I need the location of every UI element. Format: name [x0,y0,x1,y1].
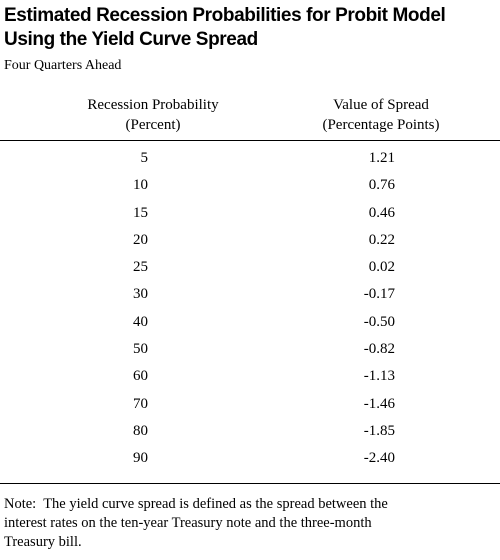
column-header-spread: Value of Spread (Percentage Points) [276,95,486,135]
table-body: 5 1.21 10 0.76 15 0.46 20 0.22 25 0.02 3… [0,148,500,476]
column-header-probability: Recession Probability (Percent) [48,95,258,135]
probability-cell: 60 [133,368,148,385]
table-row: 5 1.21 [0,148,500,175]
table-row: 10 0.76 [0,175,500,202]
footer-divider [0,483,500,484]
probability-cell: 20 [133,231,148,248]
spread-cell: 0.76 [368,177,395,194]
spread-cell: -1.85 [363,422,395,439]
spread-cell: 0.46 [368,204,395,221]
title-line-1: Estimated Recession Probabilities for Pr… [4,5,446,26]
table-row: 30 -0.17 [0,284,500,311]
table-row: 90 -2.40 [0,448,500,475]
note-line-2: interest rates on the ten-year Treasury … [4,515,372,531]
probability-cell: 30 [133,286,148,303]
spread-cell: 0.02 [368,259,395,276]
probability-cell: 10 [133,177,148,194]
table-row: 40 -0.50 [0,312,500,339]
table-row: 20 0.22 [0,230,500,257]
spread-cell: 0.22 [368,231,395,248]
probability-cell: 50 [133,341,148,358]
table-title: Estimated Recession Probabilities for Pr… [4,4,498,52]
probability-cell: 25 [133,259,148,276]
probability-cell: 90 [133,450,148,467]
header-divider [0,140,500,141]
column-header-probability-line-1: Recession Probability [87,97,219,113]
note-line-3: Treasury bill. [4,534,82,550]
probability-cell: 80 [133,422,148,439]
spread-cell: -2.40 [363,450,395,467]
column-header-spread-line-2: (Percentage Points) [322,117,440,133]
table-row: 50 -0.82 [0,339,500,366]
note-line-1: Note: The yield curve spread is defined … [4,496,388,512]
table-row: 15 0.46 [0,203,500,230]
spread-cell: -0.17 [363,286,395,303]
table-note: Note: The yield curve spread is defined … [4,495,496,552]
table-row: 25 0.02 [0,257,500,284]
table-row: 80 -1.85 [0,421,500,448]
probability-cell: 15 [133,204,148,221]
table-row: 60 -1.13 [0,366,500,393]
probability-cell: 40 [133,313,148,330]
probability-cell: 5 [140,150,149,166]
spread-cell: -1.46 [363,395,395,412]
probability-cell: 70 [133,395,148,412]
column-header-spread-line-1: Value of Spread [333,97,429,113]
title-line-2: Using the Yield Curve Spread [4,29,258,50]
table-row: 70 -1.46 [0,394,500,421]
column-header-probability-line-2: (Percent) [125,117,181,133]
spread-cell: -1.13 [363,368,395,385]
spread-cell: 1.21 [368,150,395,166]
spread-cell: -0.50 [363,313,395,330]
table-subtitle: Four Quarters Ahead [4,58,122,73]
spread-cell: -0.82 [363,341,395,358]
